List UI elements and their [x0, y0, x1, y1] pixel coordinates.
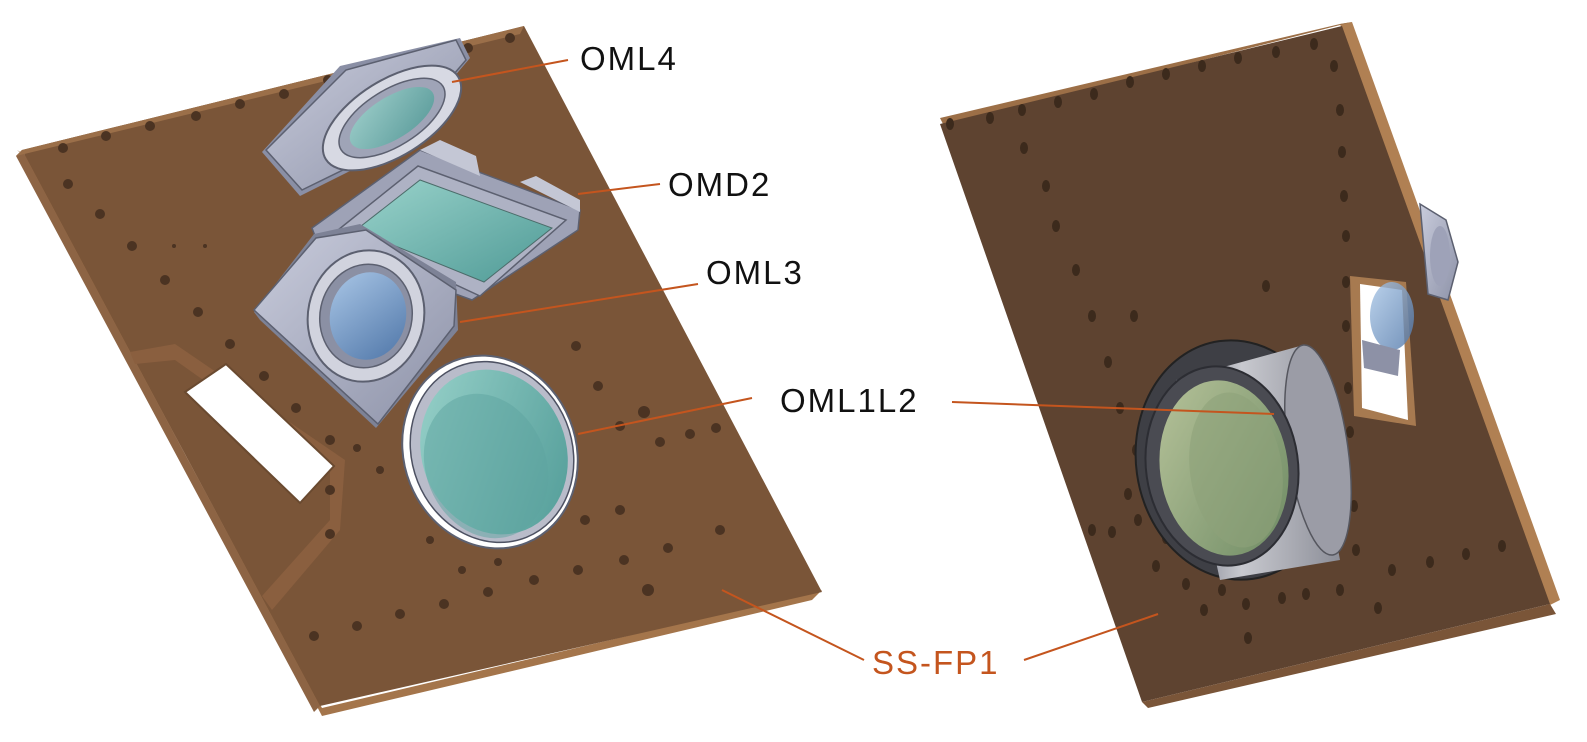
cutout-opening — [183, 362, 336, 505]
leader-oml1l2-left — [577, 397, 753, 435]
leader-oml4 — [451, 59, 569, 83]
leader-lines — [451, 59, 1275, 661]
right-plate-edge — [1340, 22, 1560, 606]
oml3-mount — [252, 224, 458, 428]
label-oml3: OML3 — [706, 254, 804, 291]
label-omd2: OMD2 — [668, 166, 771, 203]
left-plate-assembly — [16, 26, 822, 716]
left-plate-holes — [58, 33, 725, 641]
oml1l2-front-lens — [401, 354, 579, 550]
leader-oml1l2-right — [951, 401, 1275, 415]
leader-omd2 — [577, 183, 661, 195]
label-oml4: OML4 — [580, 40, 678, 77]
leader-oml3 — [459, 283, 699, 323]
left-plate-side — [16, 150, 320, 712]
right-plate-assembly — [940, 22, 1560, 708]
label-oml1l2: OML1L2 — [780, 382, 919, 419]
leader-ssfp1-left — [721, 589, 865, 661]
oml1l2-barrel — [1134, 339, 1352, 581]
label-ss-fp1: SS-FP1 — [872, 644, 1000, 681]
oml4-mount — [262, 38, 470, 196]
leader-ssfp1-right — [1023, 613, 1159, 661]
right-plate-holes — [946, 38, 1506, 644]
